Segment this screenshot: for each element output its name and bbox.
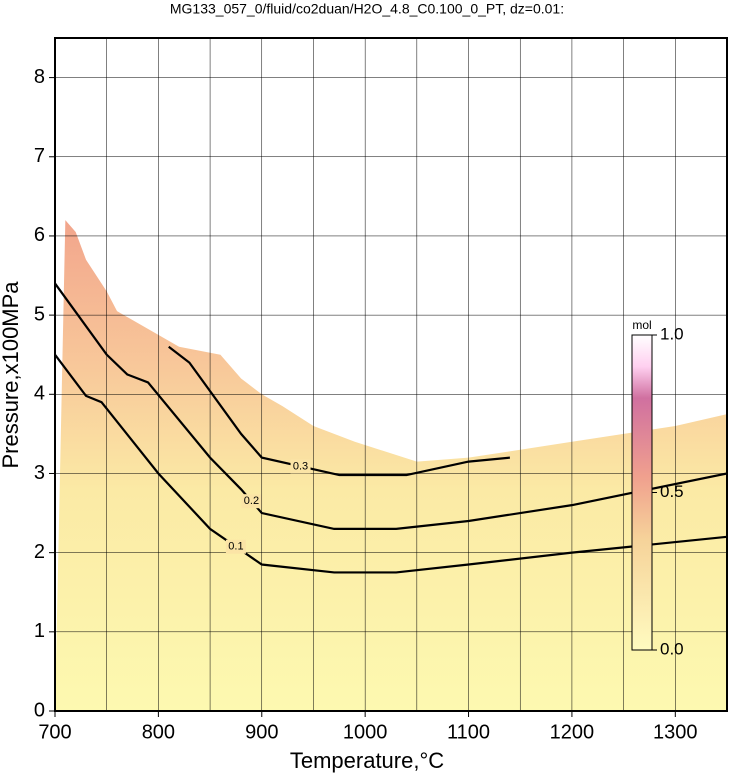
colorbar-tick-label: 0.5 [660, 482, 684, 501]
y-tick-label: 7 [34, 145, 45, 167]
x-tick-label: 1200 [550, 721, 595, 743]
colorbar-label: mol [632, 318, 651, 332]
colorbar [631, 334, 653, 651]
fill-region [55, 220, 727, 711]
y-tick-label: 2 [34, 541, 45, 563]
chart-title: MG133_057_0/fluid/co2duan/H2O_4.8_C0.100… [170, 1, 564, 17]
x-tick-label: 900 [245, 721, 278, 743]
plot-frame [54, 37, 728, 712]
colorbar-tick-label: 1.0 [660, 324, 684, 343]
y-tick-label: 4 [34, 383, 45, 405]
colorbar-tick-label: 0.0 [660, 639, 684, 658]
y-tick-label: 8 [34, 66, 45, 88]
y-axis-label: Pressure,x100MPa [0, 281, 23, 469]
x-tick-label: 800 [142, 721, 175, 743]
plot-area: 0.1 0.2 0.3 [55, 38, 727, 711]
x-tick-label: 1300 [653, 721, 698, 743]
contour-label-bg [225, 539, 246, 554]
x-tick-label: 1100 [447, 721, 490, 743]
x-tick-label: 1000 [343, 721, 388, 743]
contour-line [55, 354, 727, 574]
contour-label: 0.1 [228, 541, 243, 553]
contour-label-bg [241, 494, 262, 509]
y-tick-label: 3 [34, 462, 45, 484]
x-axis-label: Temperature,°C [290, 748, 444, 773]
y-tick-label: 5 [34, 303, 45, 325]
contour-label: 0.3 [293, 460, 308, 472]
x-tick-label: 700 [38, 721, 71, 743]
y-tick-label: 6 [34, 224, 45, 246]
y-tick-label: 1 [34, 620, 45, 642]
y-tick-label: 0 [34, 699, 45, 721]
contour-label-bg [290, 459, 311, 474]
contour-label: 0.2 [244, 495, 259, 507]
